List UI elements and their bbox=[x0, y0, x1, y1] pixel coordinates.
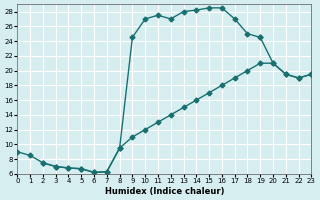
X-axis label: Humidex (Indice chaleur): Humidex (Indice chaleur) bbox=[105, 187, 224, 196]
